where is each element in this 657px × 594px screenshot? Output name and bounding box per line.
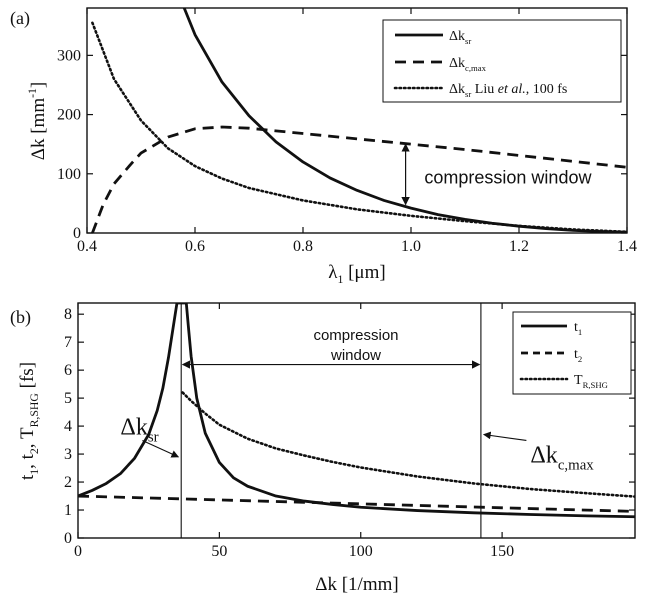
y-tick-label-a: 200 (57, 107, 81, 124)
series-line-tr (181, 391, 635, 498)
x-tick-label-a: 0.6 (185, 238, 205, 255)
y-tick-label-b: 2 (64, 474, 72, 491)
legend-entry-t1: t1 (574, 320, 582, 337)
y-tick-label-b: 0 (64, 530, 72, 547)
y-tick-label-b: 4 (64, 418, 72, 435)
series-line-cmax (91, 125, 627, 233)
legend-entry-sr: Δksr (449, 29, 471, 46)
y-tick-label-a: 100 (57, 166, 81, 183)
y-axis-label-a: Δk [mm-1] (26, 82, 49, 161)
legend-entry-liu: Δksr Liu et al., 100 fs (449, 82, 567, 99)
panel-label-a: (a) (10, 8, 30, 29)
y-axis-label-b: t1, t2, TR,SHG [fs] (17, 362, 41, 480)
panel-b: 0 50 100 150 0 1 2 3 4 5 6 7 8 Δksr Δkc,max (b) t1, t… (10, 302, 636, 594)
window-label-line2: window (330, 347, 381, 364)
x-axis-label-b: Δk [1/mm] (315, 574, 398, 594)
annotation-dk-cmax: Δkc,max (530, 442, 594, 473)
y-tick-label-b: 1 (64, 502, 72, 519)
x-tick-label-b: 100 (349, 543, 373, 560)
y-tick-label-a: 0 (73, 225, 81, 242)
y-tick-label-b: 7 (64, 334, 72, 351)
x-tick-label-a: 0.4 (77, 238, 97, 255)
x-axis-label-a: λ1 [μm] (328, 262, 385, 286)
curves-b (78, 303, 635, 519)
plot-frame-a (86, 7, 628, 234)
plot-frame-b (77, 302, 636, 539)
x-tick-label-a: 0.8 (293, 238, 313, 255)
compression-window-label-a: compression window (424, 167, 592, 187)
annotations-a: compression window (401, 143, 592, 206)
legend-box-b (512, 311, 632, 395)
curves-a (91, 8, 627, 233)
y-tick-label-b: 8 (64, 306, 72, 323)
y-tick-label-b: 5 (64, 390, 72, 407)
series-line-liu (91, 21, 627, 233)
panel-label-b: (b) (10, 307, 31, 328)
y-tick-label-b: 3 (64, 446, 72, 463)
window-label-line1: compression (313, 327, 398, 344)
ticks-a: 0.4 0.6 0.8 1.0 1.2 1.4 0 100 200 300 (57, 8, 637, 255)
legend-entry-tr: TR,SHG (574, 373, 608, 390)
x-tick-label-b: 0 (74, 543, 82, 560)
x-tick-label-b: 50 (211, 543, 227, 560)
x-tick-label-b: 150 (490, 543, 514, 560)
legend-entry-cmax: Δkc,max (449, 56, 487, 73)
legend-entry-t2: t2 (574, 347, 582, 364)
legend-a: Δksr Δkc,max Δksr Liu et al., 100 fs (382, 19, 622, 103)
annotation-arrow-sr (142, 439, 180, 458)
x-tick-label-a: 1.2 (509, 238, 529, 255)
y-tick-label-b: 6 (64, 362, 72, 379)
x-tick-label-a: 1.4 (617, 238, 637, 255)
legend-b: t1 t2 TR,SHG (512, 311, 632, 395)
annotations-b: Δksr Δkc,max (120, 303, 594, 538)
series-line-t2 (78, 494, 635, 513)
panel-a: 0.4 0.6 0.8 1.0 1.2 1.4 0 100 200 300 compression… (10, 7, 637, 286)
x-tick-label-a: 1.0 (401, 238, 421, 255)
annotation-arrow-cmax (482, 431, 527, 442)
ticks-b: 0 50 100 150 0 1 2 3 4 5 6 7 8 (64, 303, 635, 560)
annotation-dk-sr: Δksr (120, 414, 158, 445)
y-tick-label-a: 300 (57, 47, 81, 64)
series-line-t1 (78, 303, 635, 519)
